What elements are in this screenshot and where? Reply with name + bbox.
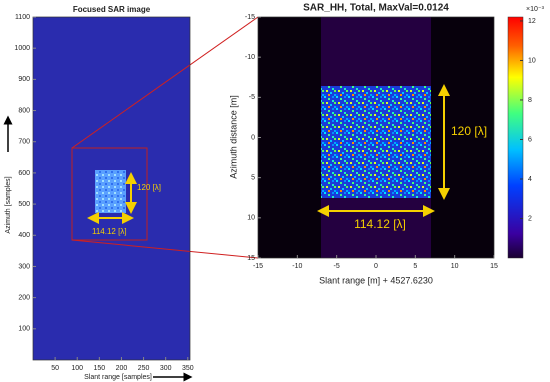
target-speckle	[95, 170, 126, 213]
annotation: 120 [λ]	[451, 124, 487, 138]
colorbar-tick-label: 8	[528, 97, 532, 104]
x-tick-label: 150	[93, 365, 105, 372]
y-tick-label: -15	[245, 14, 255, 21]
y-tick-label: 500	[18, 201, 30, 208]
zoom-line	[71, 239, 259, 259]
x-axis-label: Slant range [samples]	[84, 374, 152, 381]
x-axis-label: Slant range [m] + 4527.6230	[319, 275, 433, 285]
colorbar	[507, 16, 524, 259]
y-tick-label: 600	[18, 170, 30, 177]
y-tick-label: 400	[18, 232, 30, 239]
x-tick-label: 250	[138, 365, 150, 372]
x-tick-label: 5	[413, 263, 417, 270]
colorbar-tick-label: 2	[528, 215, 532, 222]
x-tick-label: 200	[116, 365, 128, 372]
zoom-box	[71, 147, 148, 241]
y-tick-label: 900	[18, 76, 30, 83]
y-tick-label: 200	[18, 294, 30, 301]
x-tick-label: 350	[182, 365, 194, 372]
x-tick-label: -15	[253, 263, 263, 270]
colorbar-tick-label: 12	[528, 18, 536, 25]
x-tick-label: 10	[451, 263, 459, 270]
x-tick-label: -10	[292, 263, 302, 270]
colorbar-tick-label: 10	[528, 57, 536, 64]
chart-title: SAR_HH, Total, MaxVal=0.0124	[303, 3, 449, 14]
y-tick-label: 100	[18, 326, 30, 333]
y-axis-label: Azimuth distance [m]	[228, 95, 238, 179]
plot-frame	[32, 16, 191, 361]
x-tick-label: 300	[160, 365, 172, 372]
annotation: 114.12 [λ]	[354, 217, 406, 231]
y-tick-label: 10	[247, 215, 255, 222]
x-tick-label: 50	[51, 365, 59, 372]
y-axis-label: Azimuth [samples]	[5, 176, 12, 233]
x-tick-label: 0	[374, 263, 378, 270]
y-tick-label: 300	[18, 263, 30, 270]
y-tick-label: 700	[18, 139, 30, 146]
colorbar-tick-label: 6	[528, 136, 532, 143]
y-tick-label: 800	[18, 107, 30, 114]
target-speckle	[321, 86, 431, 198]
x-tick-label: -5	[334, 263, 340, 270]
y-tick-label: -5	[249, 94, 255, 101]
colorbar-exponent: ×10⁻³	[526, 6, 545, 13]
annotation: 120 [λ]	[137, 183, 161, 192]
y-tick-label: 15	[247, 255, 255, 262]
zoom-line	[71, 16, 259, 149]
annotation: 114.12 [λ]	[92, 227, 127, 236]
colorbar-tick-label: 4	[528, 176, 532, 183]
y-tick-label: -10	[245, 54, 255, 61]
x-tick-label: 15	[490, 263, 498, 270]
y-tick-label: 5	[251, 175, 255, 182]
y-tick-label: 1000	[14, 45, 30, 52]
y-tick-label: 1100	[15, 14, 30, 21]
x-tick-label: 100	[71, 365, 83, 372]
chart-title: Focused SAR image	[73, 5, 151, 14]
y-tick-label: 0	[251, 134, 255, 141]
